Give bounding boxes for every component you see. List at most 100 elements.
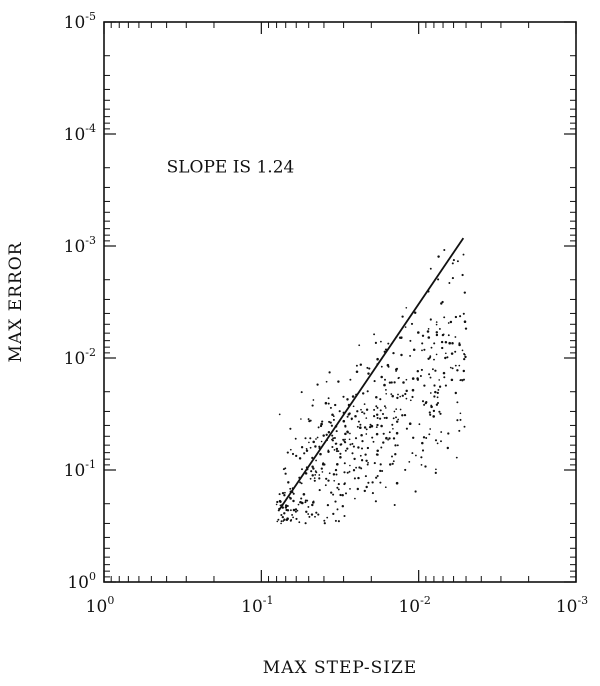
scatter-point [375, 453, 379, 456]
scatter-point [381, 412, 385, 416]
scatter-point [365, 485, 368, 489]
y-tick-label: 10-3 [64, 234, 96, 257]
scatter-point [352, 445, 355, 448]
scatter-point [334, 519, 337, 522]
scatter-point [337, 380, 340, 383]
scatter-point [331, 445, 334, 449]
scatter-point [305, 447, 308, 450]
scatter-point [434, 471, 437, 475]
scatter-point [327, 397, 330, 400]
scatter-point [463, 353, 466, 356]
scatter-point [395, 367, 399, 370]
scatter-point [360, 434, 363, 437]
scatter-point [365, 408, 369, 411]
scatter-point [344, 449, 347, 452]
scatter-point [344, 492, 348, 495]
scatter-point [295, 517, 298, 520]
scatter-point [340, 443, 343, 446]
scatter-point [431, 368, 434, 371]
scatter-point [317, 513, 320, 516]
scatter-point [405, 397, 408, 400]
scatter-point [334, 403, 337, 407]
scatter-point [307, 505, 310, 508]
scatter-point [363, 412, 366, 415]
scatter-point [311, 465, 314, 469]
scatter-point [357, 476, 360, 480]
scatter-point [464, 327, 468, 330]
scatter-point [379, 417, 382, 420]
scatter-point [331, 438, 333, 441]
scatter-point [344, 438, 346, 441]
y-tick-label: 10-2 [64, 346, 96, 369]
scatter-point [343, 440, 346, 442]
scatter-point [367, 461, 369, 464]
scatter-point [356, 487, 360, 491]
scatter-point [281, 491, 285, 495]
scatter-point [421, 441, 424, 445]
scatter-point [327, 479, 330, 482]
scatter-point [463, 425, 466, 428]
scatter-point [364, 475, 367, 478]
scatter-point [447, 334, 450, 337]
scatter-point [392, 460, 395, 463]
scatter-point [455, 456, 458, 459]
scatter-point [435, 323, 438, 326]
scatter-point [295, 454, 298, 458]
scatter-point [416, 378, 420, 381]
scatter-point [347, 431, 349, 434]
scatter-point [347, 413, 350, 416]
scatter-point [379, 463, 382, 466]
scatter-point [385, 416, 388, 420]
scatter-point [300, 391, 303, 394]
scatter-point [320, 440, 323, 443]
scatter-point [318, 477, 321, 480]
scatter-point [399, 408, 402, 411]
scatter-point [285, 504, 287, 506]
scatter-point [308, 441, 310, 444]
scatter-point [444, 340, 448, 344]
scatter-point [459, 379, 462, 382]
scatter-point [373, 380, 376, 383]
scatter-point [310, 513, 314, 516]
scatter-point [443, 376, 446, 379]
scatter-point [359, 454, 362, 457]
scatter-point [300, 497, 303, 500]
scatter-point [350, 417, 353, 420]
scatter-point [328, 371, 331, 374]
scatter-point [404, 468, 407, 471]
scatter-point [383, 383, 386, 387]
scatter-point [409, 354, 412, 357]
scatter-point [278, 493, 281, 496]
scatter-point [395, 370, 397, 372]
scatter-point [420, 368, 423, 371]
scatter-point [351, 395, 355, 398]
scatter-point [454, 364, 457, 367]
scatter-point [300, 482, 303, 485]
scatter-point [365, 417, 368, 419]
scatter-point [395, 431, 399, 435]
scatter-point [367, 372, 370, 375]
scatter-point [415, 454, 417, 457]
scatter-point [287, 481, 290, 484]
scatter-point [409, 399, 412, 402]
scatter-point [387, 365, 390, 368]
y-tick-label: 10-4 [64, 122, 96, 145]
scatter-point [360, 408, 362, 411]
scatter-point [436, 401, 440, 405]
x-tick-labels: 100 10-1 10-2 10-3 [86, 594, 589, 617]
scatter-point [288, 496, 291, 499]
scatter-point [284, 467, 287, 470]
scatter-point [400, 336, 403, 339]
scatter-point [411, 377, 415, 380]
scatter-point [325, 433, 328, 436]
scatter-point [421, 449, 425, 452]
scatter-point [426, 330, 430, 333]
scatter-point [332, 512, 335, 516]
scatter-point [385, 392, 388, 395]
slope-annotation: SLOPE IS 1.24 [167, 157, 295, 177]
scatter-point [329, 421, 332, 424]
scatter-point [411, 388, 415, 392]
scatter-point [283, 494, 286, 497]
scatter-point [376, 406, 379, 409]
scatter-point [372, 440, 375, 443]
